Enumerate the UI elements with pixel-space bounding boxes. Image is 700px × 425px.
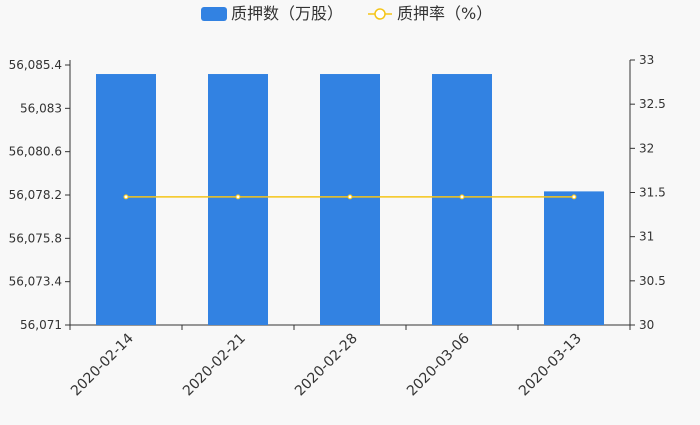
left-tick-label: 56,075.8 xyxy=(9,231,62,245)
legend-bar-label: 质押数（万股） xyxy=(231,4,343,23)
left-tick-label: 56,071 xyxy=(20,318,62,332)
line-point xyxy=(571,194,577,200)
right-tick-label: 30 xyxy=(639,318,654,332)
bar xyxy=(208,74,268,326)
bar xyxy=(432,74,492,326)
line-point xyxy=(347,194,353,200)
x-tick-label: 2020-02-28 xyxy=(292,331,361,400)
left-tick-label: 56,085.4 xyxy=(9,58,62,72)
x-tick-label: 2020-02-14 xyxy=(68,330,137,399)
legend-bar-swatch xyxy=(201,7,227,21)
right-tick-label: 32.5 xyxy=(639,97,666,111)
right-tick-label: 31.5 xyxy=(639,186,666,200)
line-point xyxy=(459,194,465,200)
right-tick-label: 30.5 xyxy=(639,274,666,288)
x-tick-label: 2020-03-06 xyxy=(404,330,473,399)
right-tick-label: 31 xyxy=(639,230,654,244)
bar xyxy=(320,74,380,326)
legend-line-label: 质押率（%） xyxy=(397,4,492,23)
right-tick-label: 32 xyxy=(639,141,654,155)
left-tick-label: 56,080.6 xyxy=(9,145,62,159)
left-tick-label: 56,073.4 xyxy=(9,275,62,289)
bar xyxy=(544,191,604,325)
line-point xyxy=(235,194,241,200)
x-tick-label: 2020-03-13 xyxy=(516,331,585,400)
bar xyxy=(96,74,156,326)
left-tick-label: 56,083 xyxy=(20,101,62,115)
legend-line-marker xyxy=(374,8,386,20)
left-tick-label: 56,078.2 xyxy=(9,188,62,202)
x-tick-label: 2020-02-21 xyxy=(180,331,249,400)
right-tick-label: 33 xyxy=(639,53,654,67)
line-point xyxy=(123,194,129,200)
